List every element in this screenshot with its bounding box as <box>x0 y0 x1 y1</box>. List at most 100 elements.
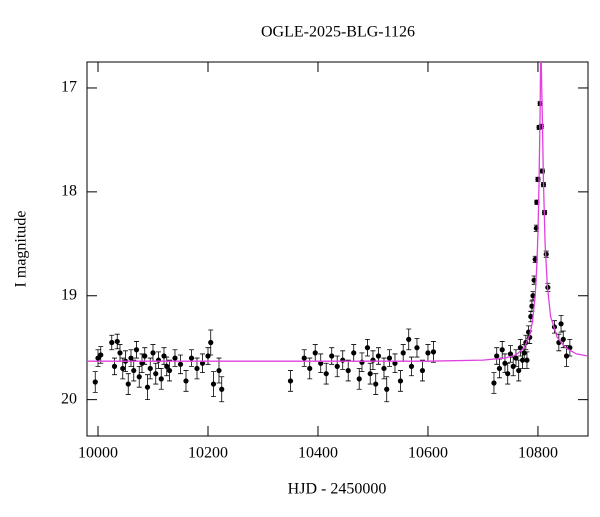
data-point <box>109 339 115 346</box>
data-point <box>216 367 222 374</box>
data-point <box>92 379 98 385</box>
data-point <box>505 371 511 377</box>
data-point <box>114 338 120 345</box>
data-point <box>414 345 420 351</box>
data-point <box>530 293 536 299</box>
data-point <box>563 353 570 359</box>
x-tick-label: 10000 <box>78 445 118 462</box>
data-point <box>147 365 153 372</box>
data-point <box>166 367 173 374</box>
plot-frame <box>86 61 589 437</box>
x-axis-label: HJD - 2450000 <box>288 481 387 498</box>
data-point <box>496 365 503 372</box>
data-point <box>208 339 214 346</box>
data-point <box>529 303 535 309</box>
data-point <box>408 363 415 369</box>
data-point <box>111 363 118 369</box>
data-point <box>194 365 200 372</box>
data-point <box>158 376 164 382</box>
data-point <box>381 365 387 372</box>
data-point <box>510 363 516 369</box>
data-point <box>172 355 178 361</box>
data-point <box>205 353 211 359</box>
data-point <box>98 352 104 358</box>
data-point <box>351 350 357 356</box>
x-tick-label: 10800 <box>518 445 558 462</box>
data-point <box>507 351 514 357</box>
data-point <box>524 357 530 363</box>
data-point <box>356 376 362 382</box>
data-point <box>499 347 505 353</box>
data-point <box>425 350 431 356</box>
data-point <box>329 353 335 359</box>
data-point <box>312 350 318 356</box>
data-point <box>359 359 365 365</box>
data-point <box>400 350 406 356</box>
data-point <box>491 380 497 386</box>
data-point <box>210 381 217 387</box>
data-point <box>539 168 545 174</box>
chart-title: OGLE-2025-BLG-1126 <box>261 24 415 41</box>
data-point <box>323 371 329 377</box>
model-curve <box>87 62 588 362</box>
data-point <box>164 363 170 369</box>
data-point <box>136 374 142 380</box>
data-point <box>340 357 346 363</box>
data-point <box>373 381 379 387</box>
data-point <box>150 350 156 356</box>
y-axis-label: I magnitude <box>13 211 30 288</box>
data-point <box>301 355 307 361</box>
y-tick-label: 18 <box>61 183 77 200</box>
data-point <box>120 365 126 372</box>
y-tick-label: 20 <box>61 390 77 407</box>
data-point <box>334 363 340 369</box>
data-point <box>419 367 426 374</box>
data-point <box>153 371 159 377</box>
data-point <box>386 355 393 361</box>
data-point <box>287 378 294 384</box>
data-point <box>375 353 382 359</box>
x-tick-label: 10400 <box>298 445 338 462</box>
data-point <box>128 355 134 361</box>
data-point <box>494 353 500 359</box>
data-point <box>188 355 195 361</box>
data-point <box>364 345 371 351</box>
data-point <box>517 345 523 351</box>
data-point <box>384 386 390 392</box>
data-point <box>125 381 131 387</box>
data-point <box>199 360 206 366</box>
data-point <box>558 321 564 327</box>
data-point <box>367 371 373 377</box>
data-point <box>502 360 508 366</box>
data-point <box>177 361 184 367</box>
x-tick-label: 10200 <box>188 445 228 462</box>
data-point <box>528 313 534 320</box>
data-point <box>142 353 148 359</box>
data-point <box>406 336 412 342</box>
data-point <box>521 350 527 356</box>
plot-area <box>87 62 588 403</box>
data-point <box>144 384 151 390</box>
data-point <box>430 349 437 355</box>
data-point <box>345 367 351 374</box>
data-point <box>161 353 167 359</box>
data-point <box>516 367 522 374</box>
data-point <box>117 350 123 356</box>
data-point <box>318 360 324 366</box>
data-point <box>183 378 189 384</box>
data-point <box>219 386 225 392</box>
data-point <box>397 378 404 384</box>
data-point <box>513 355 519 361</box>
data-point <box>370 357 376 363</box>
data-point <box>560 336 566 342</box>
data-point <box>535 176 541 182</box>
y-tick-label: 17 <box>61 79 77 96</box>
data-point <box>155 357 162 363</box>
data-point <box>307 365 313 372</box>
y-tick-label: 19 <box>61 286 77 303</box>
x-tick-label: 10600 <box>408 445 448 462</box>
data-point <box>392 360 398 366</box>
data-point <box>131 367 137 374</box>
